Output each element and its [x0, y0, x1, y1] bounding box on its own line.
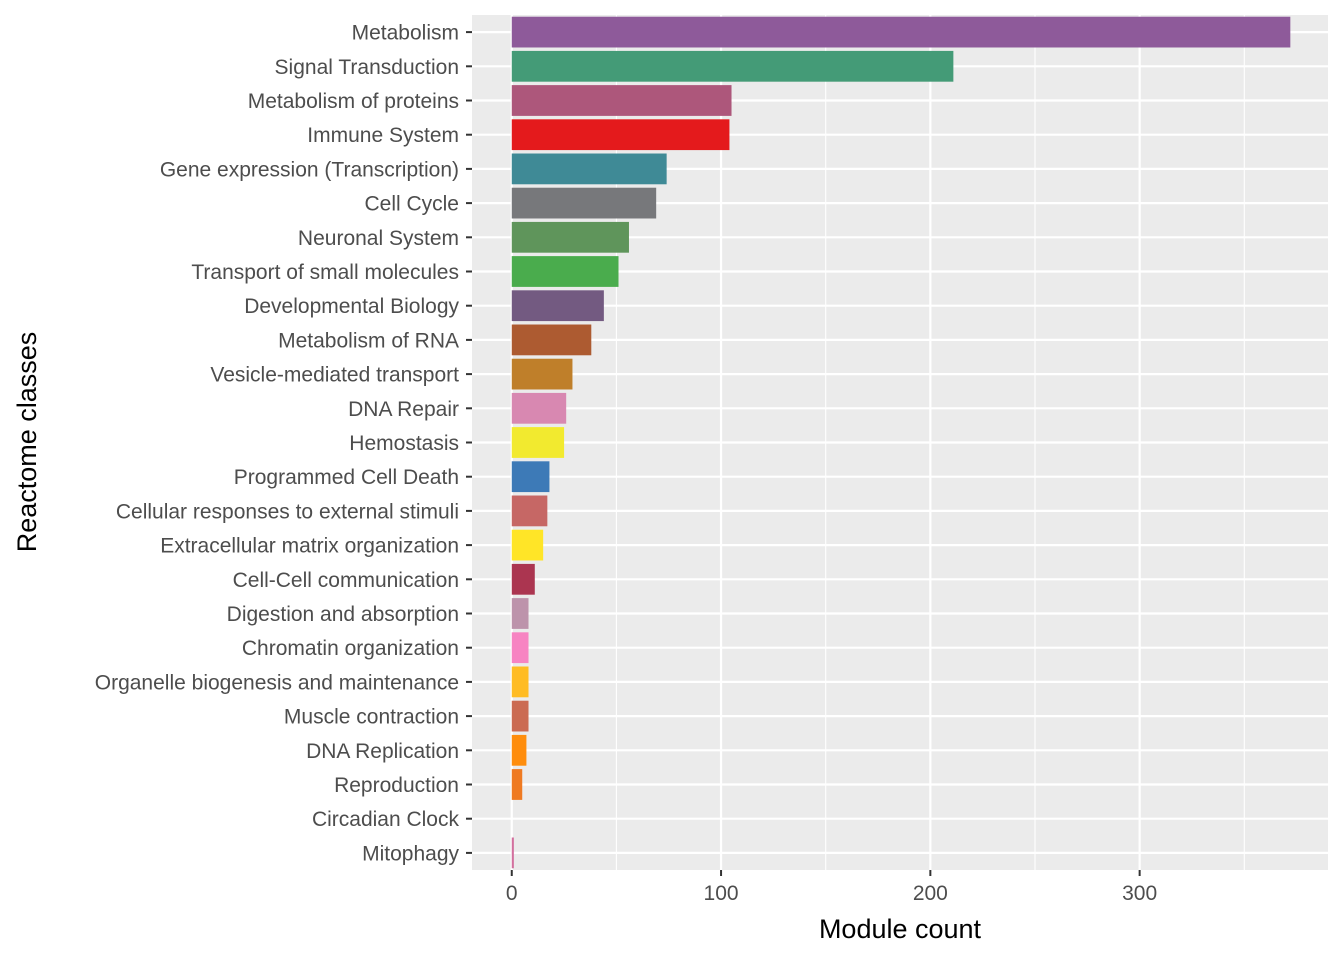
y-tick-label: Cell-Cell communication	[233, 569, 459, 592]
y-tick-label: Immune System	[307, 124, 459, 147]
bar	[511, 734, 527, 766]
y-axis-ticks: Metabolism Signal Transduction Metabolism …	[95, 22, 472, 865]
bar	[511, 153, 667, 185]
y-tick-label: Circadian Clock	[312, 808, 460, 831]
bar	[511, 50, 954, 82]
y-tick-label: Mitophagy	[362, 842, 459, 865]
bar	[511, 666, 529, 698]
bar	[511, 290, 604, 322]
x-axis-title: Module count	[819, 914, 982, 944]
y-tick-label: Vesicle-mediated transport	[210, 364, 459, 387]
bar	[511, 256, 619, 287]
y-tick-label: Chromatin organization	[242, 637, 459, 660]
bar	[511, 358, 573, 390]
x-tick-label: 200	[913, 882, 948, 905]
bar	[511, 495, 548, 527]
y-axis-title: Reactome classes	[12, 332, 42, 553]
bar	[511, 85, 732, 116]
bar	[511, 187, 657, 219]
y-tick-label: Organelle biogenesis and maintenance	[95, 671, 459, 694]
y-tick-label: Neuronal System	[298, 227, 459, 250]
bars	[511, 16, 1291, 869]
bar	[511, 529, 544, 561]
y-tick-label: Cellular responses to external stimuli	[116, 500, 459, 523]
x-tick-label: 300	[1122, 882, 1157, 905]
y-tick-label: Programmed Cell Death	[234, 466, 459, 489]
y-tick-label: Signal Transduction	[275, 56, 459, 79]
y-tick-label: Metabolism of RNA	[278, 329, 459, 352]
y-tick-label: Metabolism of proteins	[248, 90, 459, 113]
bar	[511, 598, 529, 629]
y-tick-label: Transport of small molecules	[191, 261, 459, 284]
bar	[511, 16, 1291, 48]
bar	[511, 563, 535, 595]
y-tick-label: Gene expression (Transcription)	[160, 158, 459, 181]
bar	[511, 769, 523, 800]
bar	[511, 221, 629, 253]
y-tick-label: Developmental Biology	[244, 295, 459, 318]
y-tick-label: Metabolism	[352, 22, 459, 45]
x-tick-label: 100	[704, 882, 739, 905]
bar	[511, 119, 730, 151]
bar	[511, 700, 529, 732]
y-tick-label: Reproduction	[334, 774, 459, 797]
y-tick-label: DNA Replication	[306, 740, 459, 763]
y-tick-label: Extracellular matrix organization	[160, 535, 459, 558]
bar	[511, 461, 550, 493]
y-tick-label: Cell Cycle	[364, 193, 459, 216]
x-axis-ticks: 0 100 200 300	[506, 870, 1157, 905]
x-tick-label: 0	[506, 882, 518, 905]
bar	[511, 632, 529, 664]
bar	[511, 324, 592, 356]
bar	[511, 427, 565, 458]
bar	[511, 837, 514, 869]
bar	[511, 392, 567, 424]
y-tick-label: Hemostasis	[349, 432, 459, 455]
y-tick-label: DNA Repair	[348, 398, 459, 421]
y-tick-label: Muscle contraction	[284, 706, 459, 729]
y-tick-label: Digestion and absorption	[227, 603, 459, 626]
